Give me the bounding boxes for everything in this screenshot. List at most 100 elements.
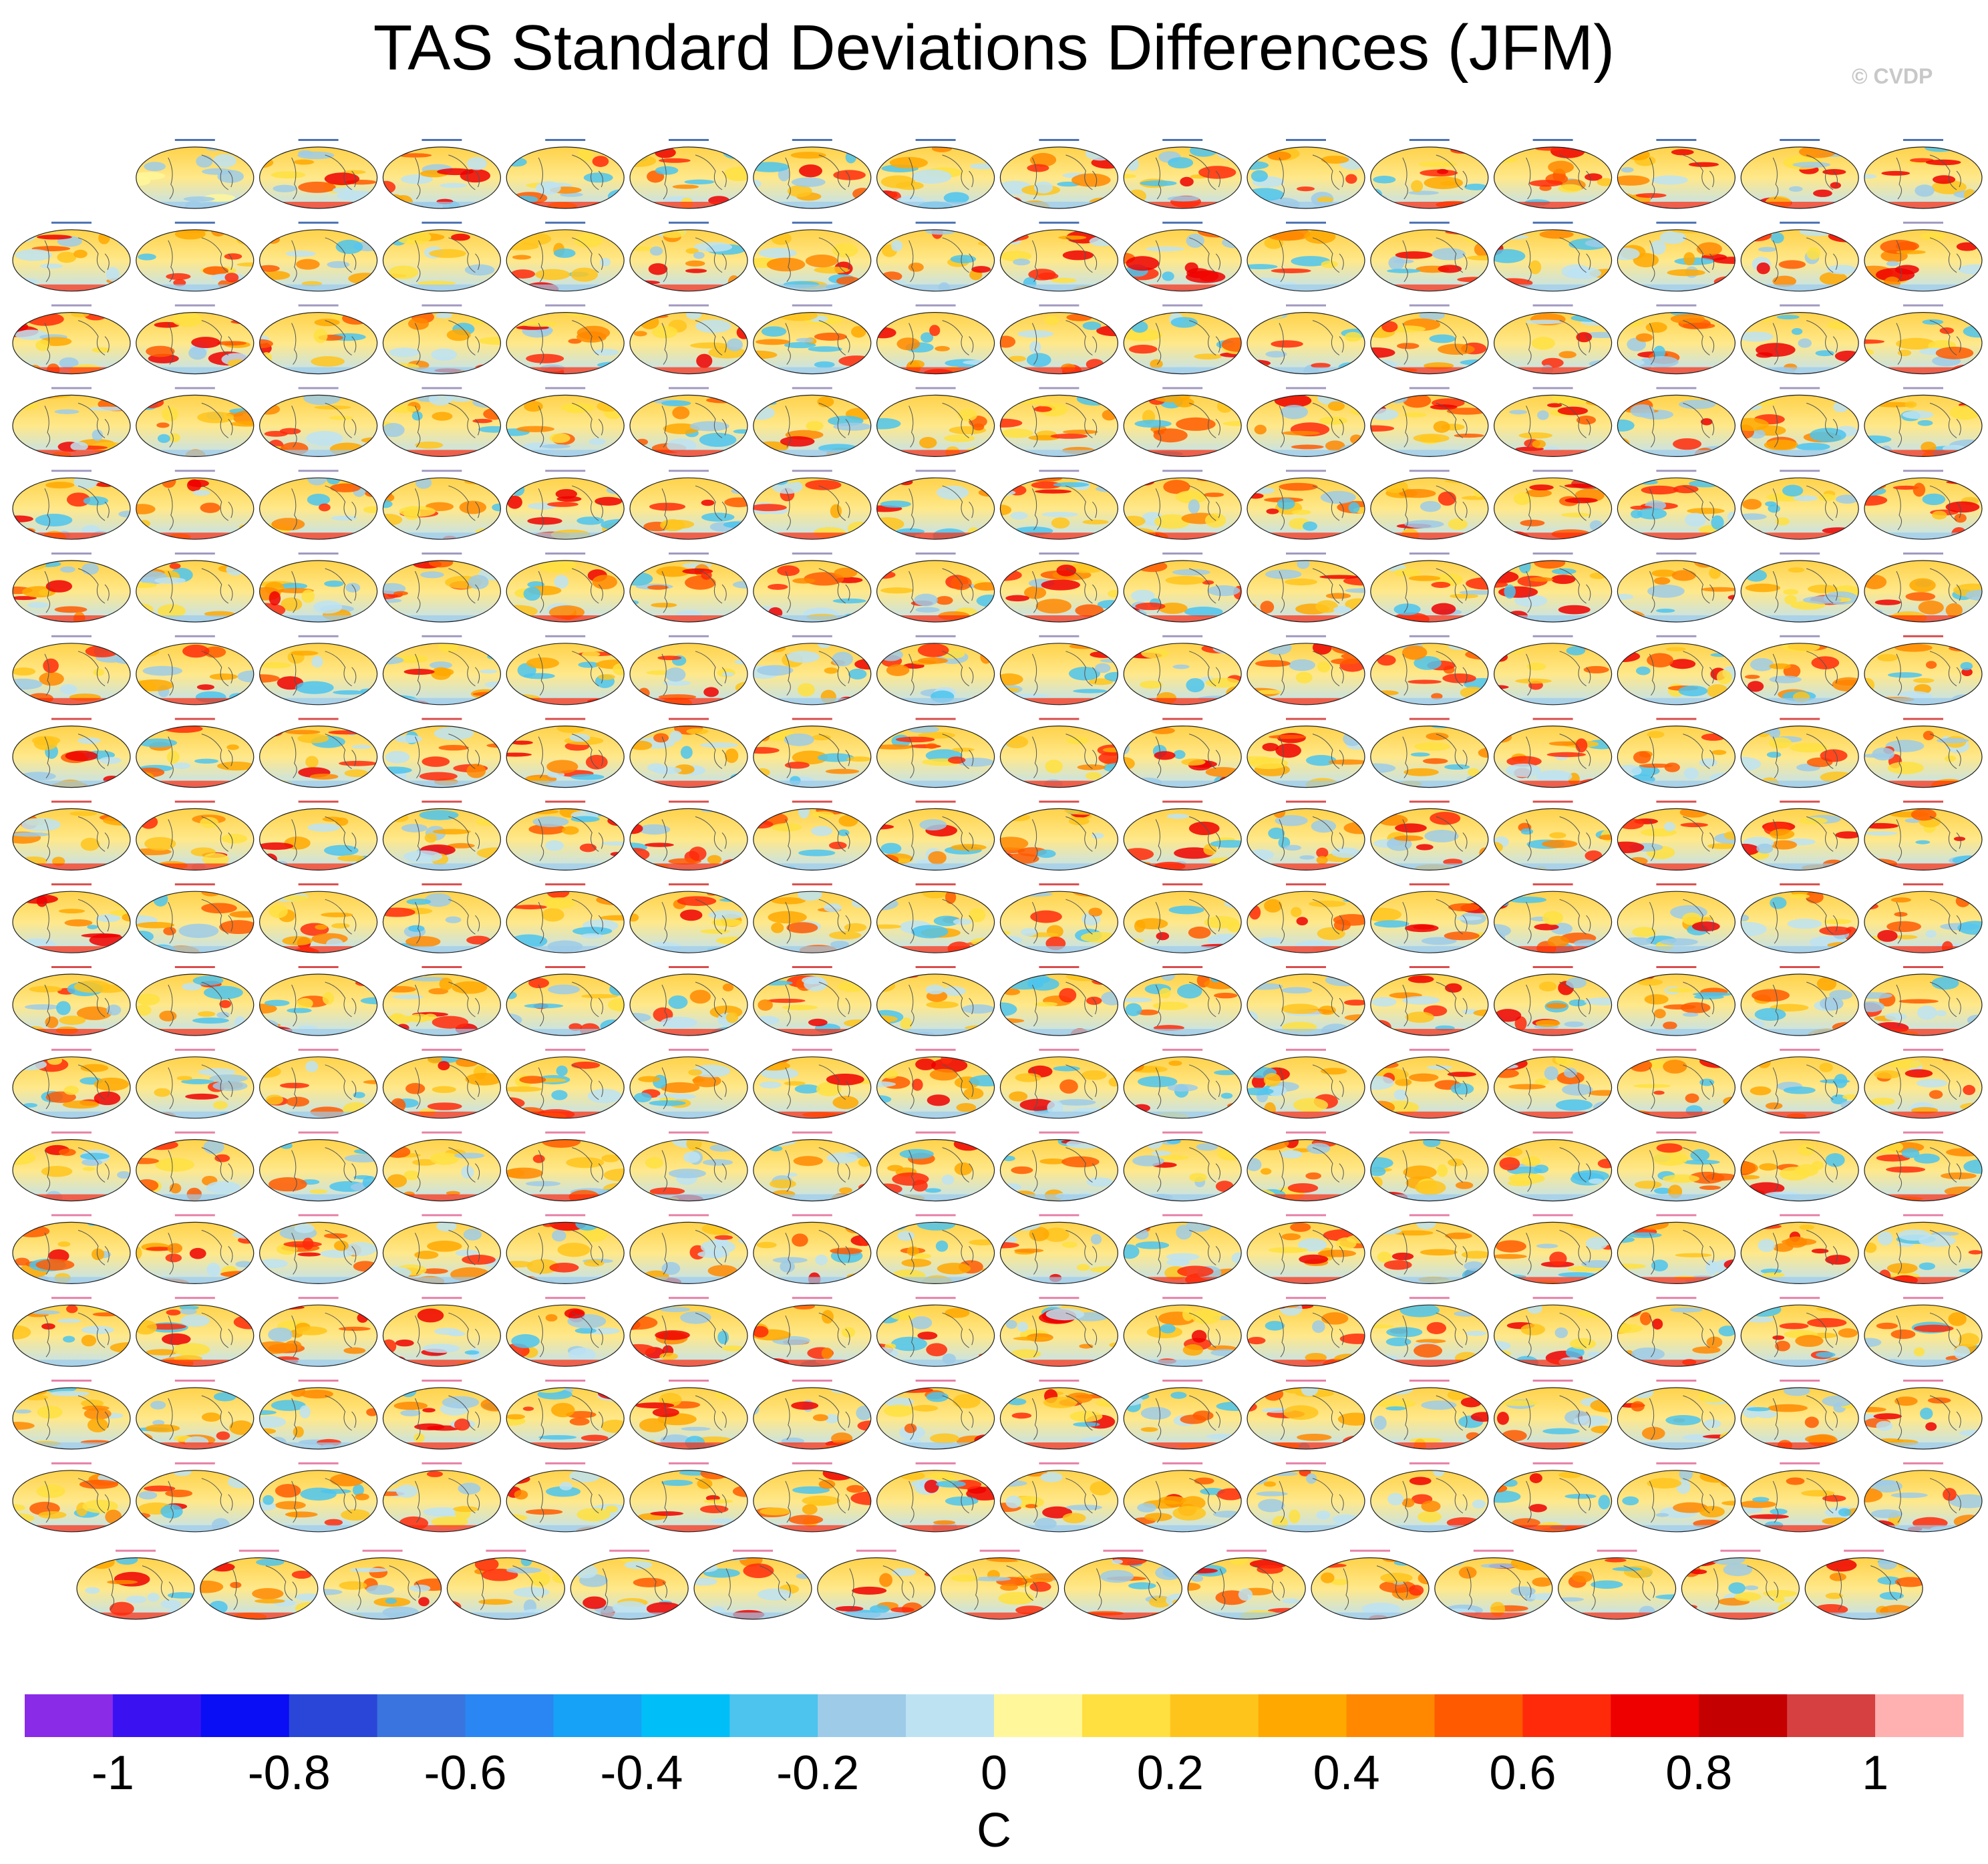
anomaly-patch xyxy=(1029,341,1041,354)
coastline xyxy=(414,816,480,861)
map-outline xyxy=(1123,1138,1242,1202)
anomaly-patch xyxy=(87,925,98,929)
anomaly-patch xyxy=(1159,987,1171,999)
anomaly-patch xyxy=(305,1060,319,1072)
anomaly-patch xyxy=(324,580,344,587)
anomaly-patch xyxy=(701,1222,736,1235)
polar-band xyxy=(1864,1111,1982,1118)
panel-title-mark xyxy=(1780,1297,1820,1299)
anomaly-patch xyxy=(846,1485,864,1493)
anomaly-patch xyxy=(1296,917,1308,926)
anomaly-patch xyxy=(1876,1154,1911,1162)
anomaly-patch xyxy=(145,1424,180,1432)
anomaly-patch xyxy=(1864,494,1888,506)
anomaly-patch xyxy=(1494,1009,1522,1022)
coastline xyxy=(291,1395,357,1440)
anomaly-patch xyxy=(660,1016,697,1029)
anomaly-patch xyxy=(242,1473,254,1481)
coastline xyxy=(291,899,357,944)
anomaly-patch xyxy=(546,760,578,774)
anomaly-patch xyxy=(1633,751,1651,764)
panel-title-mark xyxy=(1162,800,1203,803)
anomaly-patch xyxy=(1290,1223,1311,1232)
anomaly-patch xyxy=(1251,170,1269,182)
map-outline xyxy=(1494,891,1613,953)
anomaly-patch xyxy=(696,1436,731,1443)
anomaly-patch xyxy=(428,561,454,568)
anomaly-patch xyxy=(630,808,650,818)
anomaly-patch xyxy=(23,1026,47,1036)
anomaly-patch xyxy=(1075,604,1104,617)
coastline xyxy=(1649,154,1715,200)
anomaly-patch xyxy=(692,1074,721,1088)
map-outline xyxy=(259,146,378,209)
anomaly-patch xyxy=(1375,690,1399,695)
anomaly-patch xyxy=(1224,1056,1242,1066)
map-outline xyxy=(876,1304,995,1367)
anomaly-patch xyxy=(897,1231,915,1241)
coastline xyxy=(785,402,850,448)
anomaly-patch xyxy=(13,678,43,690)
anomaly-patch xyxy=(1420,500,1442,512)
anomaly-patch xyxy=(1532,440,1546,449)
anomaly-patch xyxy=(601,312,625,320)
coastline xyxy=(44,237,110,283)
anomaly-patch xyxy=(772,478,789,486)
anomaly-patch xyxy=(954,1162,973,1176)
anomaly-patch xyxy=(1682,1159,1720,1165)
anomaly-patch xyxy=(591,1275,618,1284)
anomaly-patch xyxy=(969,907,986,923)
anomaly-patch xyxy=(1864,1194,1894,1201)
anomaly-patch xyxy=(876,517,904,531)
map-outline xyxy=(1617,1221,1735,1285)
coastline xyxy=(291,237,357,283)
anomaly-patch xyxy=(1745,583,1781,593)
anomaly-patch xyxy=(447,842,475,848)
map-background xyxy=(876,312,995,374)
panel-title-mark xyxy=(1286,470,1326,472)
polar-band xyxy=(1741,1277,1859,1284)
anomaly-patch xyxy=(259,1056,276,1062)
anomaly-patch xyxy=(1870,1097,1895,1106)
polar-band xyxy=(383,615,501,622)
coastline xyxy=(1526,237,1591,283)
anomaly-patch xyxy=(1370,1020,1391,1034)
anomaly-patch xyxy=(808,346,842,352)
anomaly-patch xyxy=(812,734,831,741)
panel-title-mark xyxy=(1532,1048,1573,1051)
panel-title-mark xyxy=(1039,139,1080,141)
panel-title-mark xyxy=(174,800,215,803)
anomaly-patch xyxy=(655,1330,690,1340)
anomaly-patch xyxy=(693,251,705,259)
panel-title-mark xyxy=(422,883,462,886)
anomaly-patch xyxy=(633,331,647,337)
anomaly-patch xyxy=(925,1188,941,1193)
anomaly-patch xyxy=(1746,1305,1782,1317)
anomaly-patch xyxy=(1182,1307,1194,1322)
anomaly-patch xyxy=(1342,1434,1365,1448)
anomaly-patch xyxy=(904,1423,917,1434)
anomaly-patch xyxy=(725,532,748,540)
anomaly-patch xyxy=(1191,1330,1207,1343)
anomaly-patch xyxy=(427,1102,462,1110)
anomaly-patch xyxy=(138,738,177,748)
map-outline xyxy=(136,477,255,540)
anomaly-patch xyxy=(1373,920,1410,928)
anomaly-patch xyxy=(792,750,828,765)
coastline xyxy=(1526,899,1591,944)
anomaly-patch xyxy=(724,497,748,508)
polar-band xyxy=(630,1442,748,1449)
anomaly-patch xyxy=(1227,1102,1242,1110)
anomaly-patch xyxy=(136,679,174,691)
map-outline xyxy=(259,1138,378,1202)
map-outline xyxy=(1494,725,1613,788)
anomaly-patch xyxy=(1094,663,1111,673)
coastline xyxy=(1031,651,1098,696)
panel-title-mark xyxy=(298,718,339,720)
anomaly-patch xyxy=(271,518,305,531)
map-background xyxy=(383,561,501,622)
anomaly-patch xyxy=(259,674,280,683)
polar-band xyxy=(1741,780,1859,788)
anomaly-patch xyxy=(200,816,219,828)
anomaly-patch xyxy=(935,1240,949,1252)
